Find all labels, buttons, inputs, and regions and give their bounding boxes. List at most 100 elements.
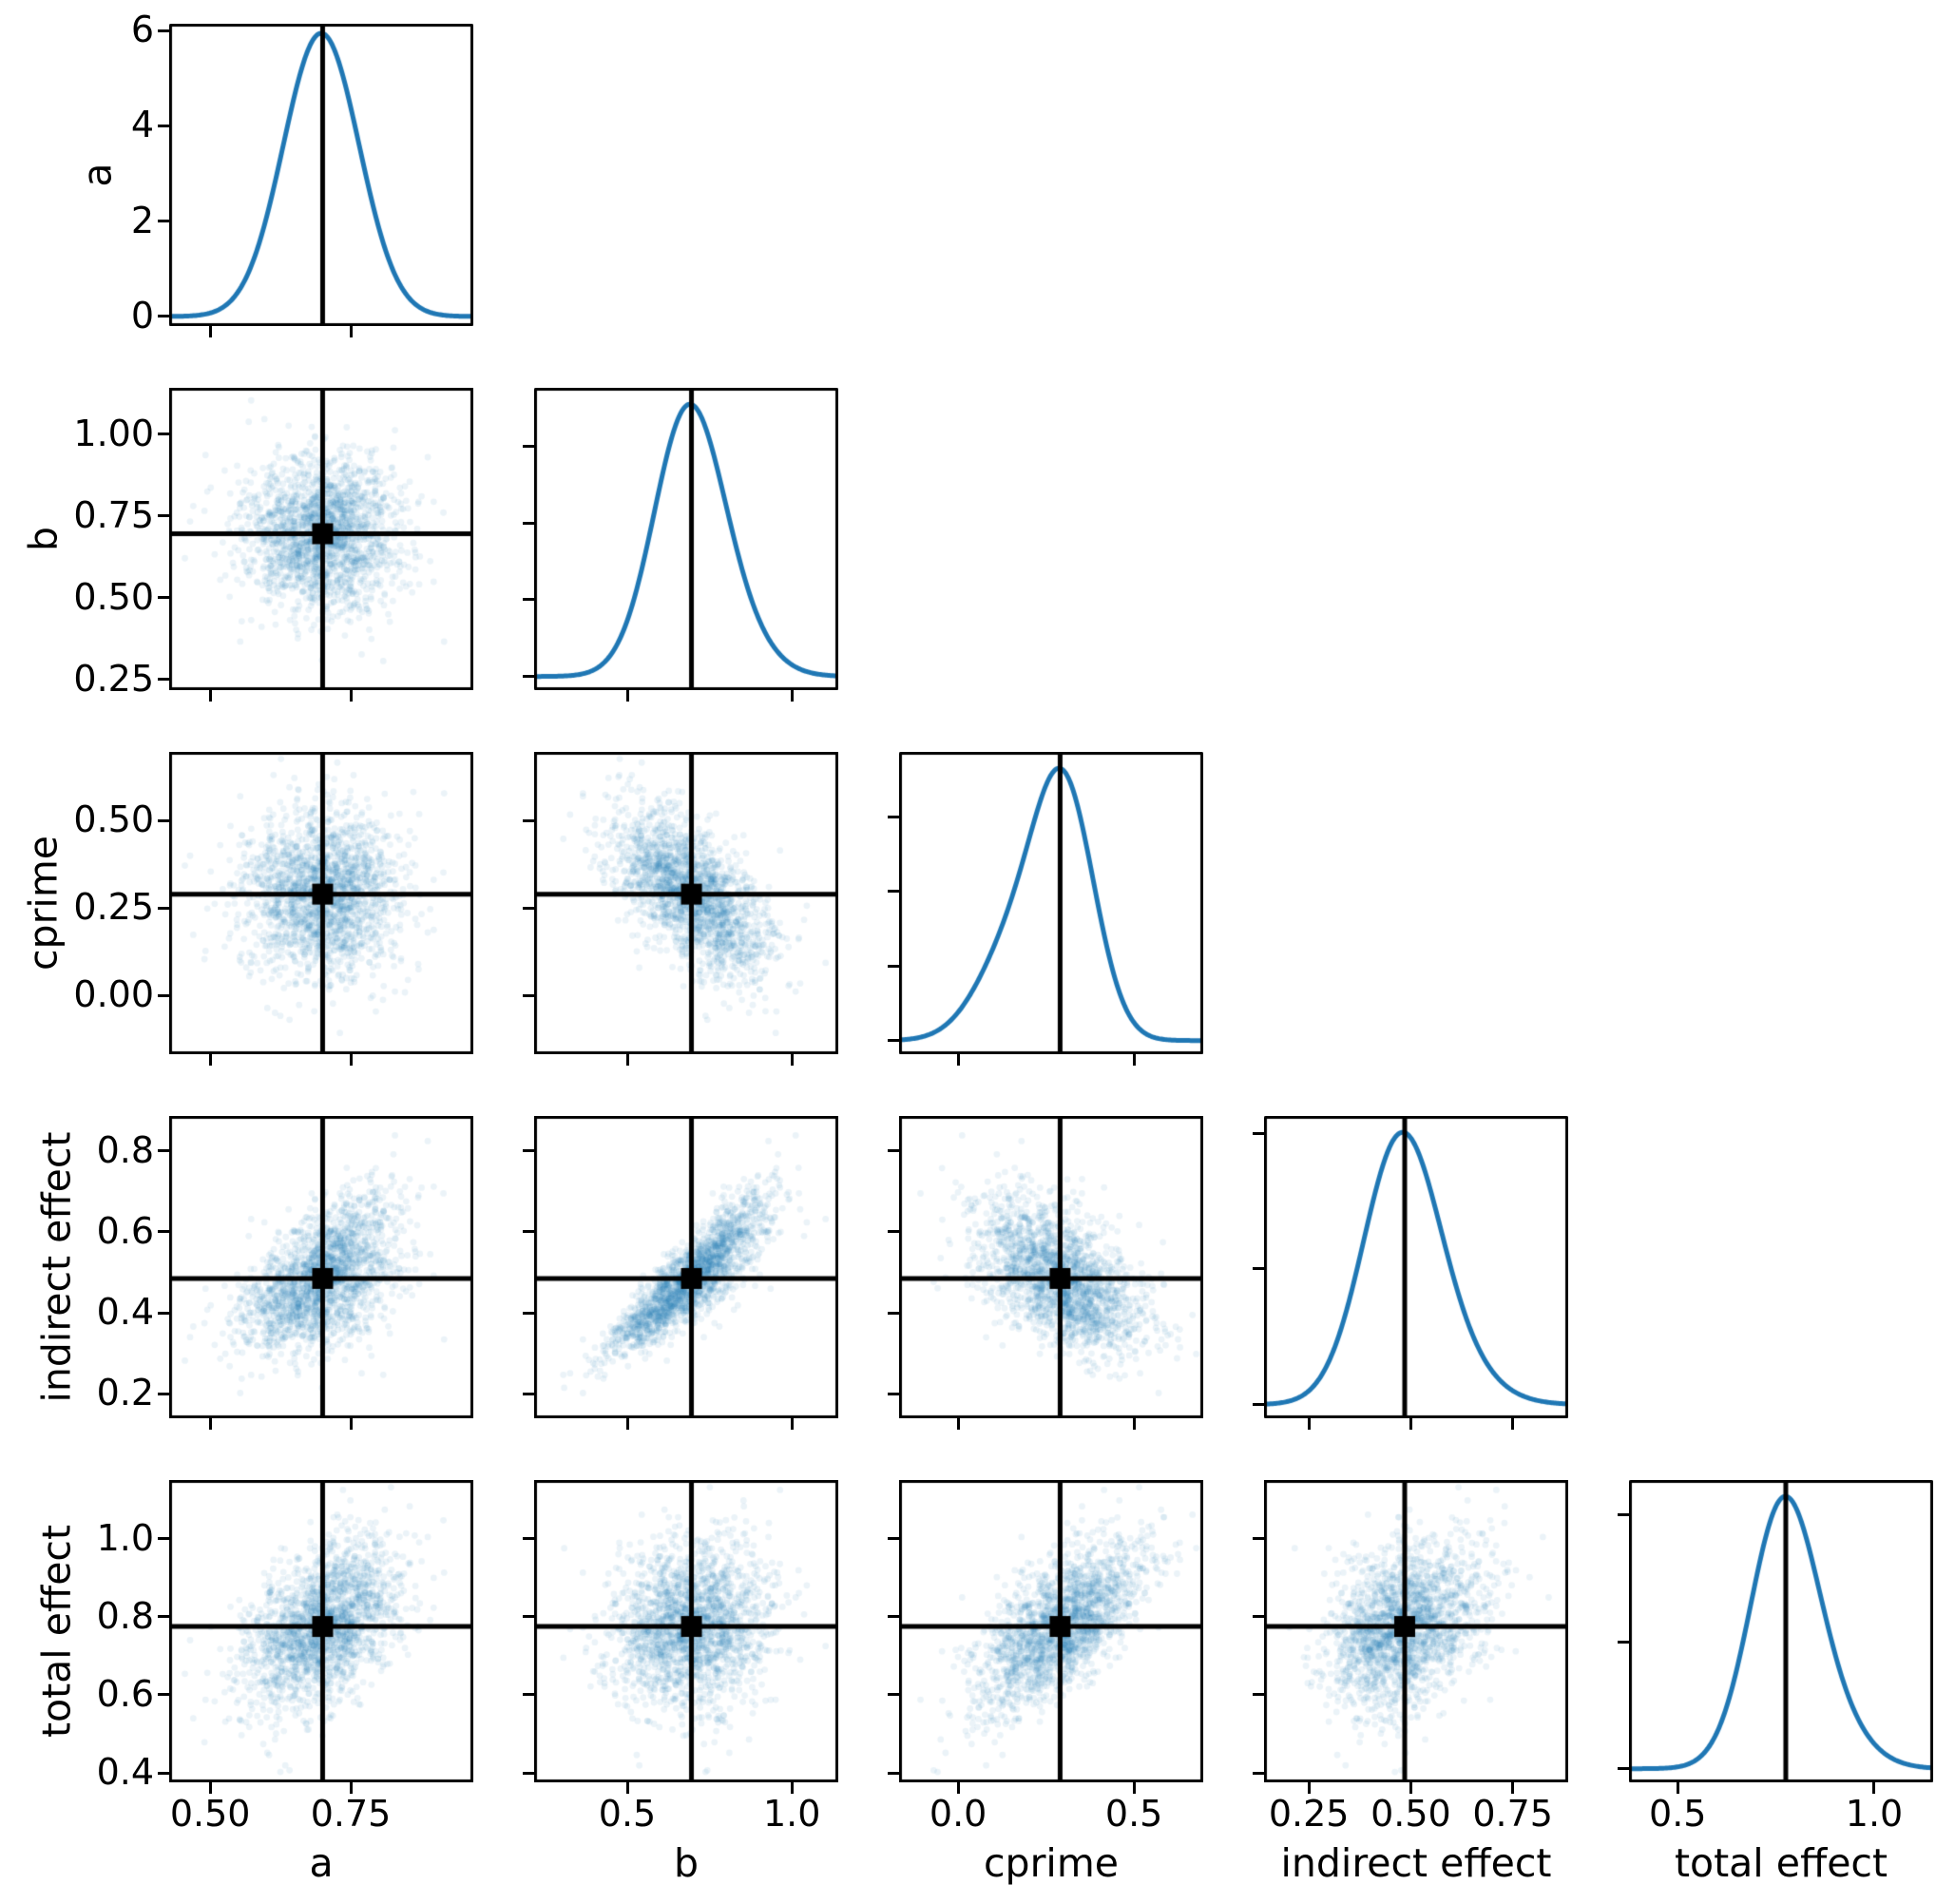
y-tick-label: 0.8: [96, 1594, 154, 1637]
x-tick: [1872, 1782, 1876, 1794]
x-tick-label: 0.0: [929, 1793, 987, 1835]
x-tick: [349, 1782, 353, 1794]
y-tick-label: 0.4: [96, 1291, 154, 1334]
y-tick: [1253, 1267, 1264, 1271]
x-tick: [625, 1782, 629, 1794]
y-tick: [158, 124, 169, 127]
y-tick: [523, 521, 534, 525]
y-tick: [1618, 1640, 1629, 1644]
y-tick: [158, 1771, 169, 1775]
y-tick: [888, 1771, 899, 1775]
subplot-indirect-vs-b: [523, 1116, 838, 1430]
y-tick-label: 6: [130, 9, 154, 51]
y-tick-label: 0.6: [96, 1209, 154, 1252]
y-tick: [523, 993, 534, 997]
y-tick: [888, 1615, 899, 1619]
subplot-total-vs-b: [523, 1480, 838, 1794]
y-tick: [888, 1230, 899, 1234]
y-tick-label: 0.25: [73, 657, 154, 700]
x-tick: [790, 1418, 794, 1430]
y-tick: [523, 1771, 534, 1775]
scatter-canvas-b-cprime: [534, 752, 838, 1054]
y-tick: [523, 675, 534, 679]
y-tick: [523, 1615, 534, 1619]
y-tick: [158, 818, 169, 822]
y-tick: [523, 444, 534, 448]
x-tick-label: 1.0: [1845, 1793, 1904, 1835]
y-tick: [158, 1230, 169, 1234]
subplot-kde-indirect: [1253, 1116, 1568, 1430]
x-tick: [1132, 1782, 1136, 1794]
kde-canvas-a: [169, 24, 473, 326]
y-tick: [523, 1230, 534, 1234]
scatter-canvas-a-total: [169, 1480, 473, 1782]
y-tick: [158, 596, 169, 600]
subplot-indirect-vs-a: [158, 1116, 473, 1430]
x-tick: [208, 326, 212, 337]
y-tick: [523, 818, 534, 822]
y-tick: [158, 906, 169, 910]
subplot-total-vs-indirect: [1253, 1480, 1568, 1794]
y-tick: [158, 1149, 169, 1153]
subplot-cprime-vs-a: [158, 752, 473, 1066]
y-tick: [888, 1392, 899, 1395]
x-tick: [1132, 1054, 1136, 1066]
y-axis-label-total: total effect: [33, 1524, 80, 1739]
x-tick: [956, 1054, 960, 1066]
x-tick-label: 0.50: [1370, 1793, 1451, 1835]
y-tick-label: 0.4: [96, 1751, 154, 1794]
x-tick: [208, 1054, 212, 1066]
subplot-kde-a: [158, 24, 473, 337]
y-tick: [158, 220, 169, 223]
y-tick-label: 4: [130, 104, 154, 146]
y-tick: [888, 1149, 899, 1153]
y-tick: [1253, 1403, 1264, 1407]
kde-canvas-cprime: [899, 752, 1203, 1054]
x-tick: [1307, 1782, 1311, 1794]
x-tick: [208, 1782, 212, 1794]
y-tick-label: 2: [130, 199, 154, 241]
y-tick: [1618, 1767, 1629, 1771]
y-tick: [1253, 1537, 1264, 1541]
y-tick: [158, 1311, 169, 1315]
y-tick: [158, 433, 169, 436]
y-tick: [888, 1537, 899, 1541]
scatter-canvas-a-cprime: [169, 752, 473, 1054]
x-tick-label: 0.75: [1472, 1793, 1553, 1835]
x-tick-label: 0.5: [1104, 1793, 1163, 1835]
scatter-canvas-cprime-indirect: [899, 1116, 1203, 1418]
y-tick: [158, 1693, 169, 1697]
y-tick: [158, 1392, 169, 1395]
x-tick-label: 0.50: [169, 1793, 251, 1835]
x-tick-label: 1.0: [762, 1793, 821, 1835]
x-axis-label-total: total effect: [1674, 1840, 1888, 1886]
x-tick: [1132, 1418, 1136, 1430]
x-tick: [1511, 1418, 1515, 1430]
y-tick: [1618, 1513, 1629, 1517]
y-tick: [1253, 1131, 1264, 1135]
x-tick: [790, 1782, 794, 1794]
y-tick: [888, 1311, 899, 1315]
kde-canvas-indirect: [1264, 1116, 1568, 1418]
y-tick-label: 0.2: [96, 1372, 154, 1414]
y-tick: [523, 1693, 534, 1697]
y-tick: [523, 1537, 534, 1541]
kde-canvas-b: [534, 388, 838, 690]
x-tick: [208, 690, 212, 702]
y-tick: [1253, 1771, 1264, 1775]
subplot-kde-cprime: [888, 752, 1203, 1066]
x-tick: [1409, 1782, 1412, 1794]
x-tick: [208, 1418, 212, 1430]
y-tick: [1253, 1693, 1264, 1697]
x-tick: [625, 1054, 629, 1066]
x-axis-label-b: b: [673, 1840, 700, 1886]
y-tick: [888, 815, 899, 818]
y-tick: [888, 1693, 899, 1697]
x-tick: [349, 326, 353, 337]
scatter-canvas-a-indirect: [169, 1116, 473, 1418]
subplot-kde-b: [523, 388, 838, 702]
y-tick: [888, 890, 899, 894]
scatter-canvas-b-total: [534, 1480, 838, 1782]
y-tick: [1253, 1615, 1264, 1619]
